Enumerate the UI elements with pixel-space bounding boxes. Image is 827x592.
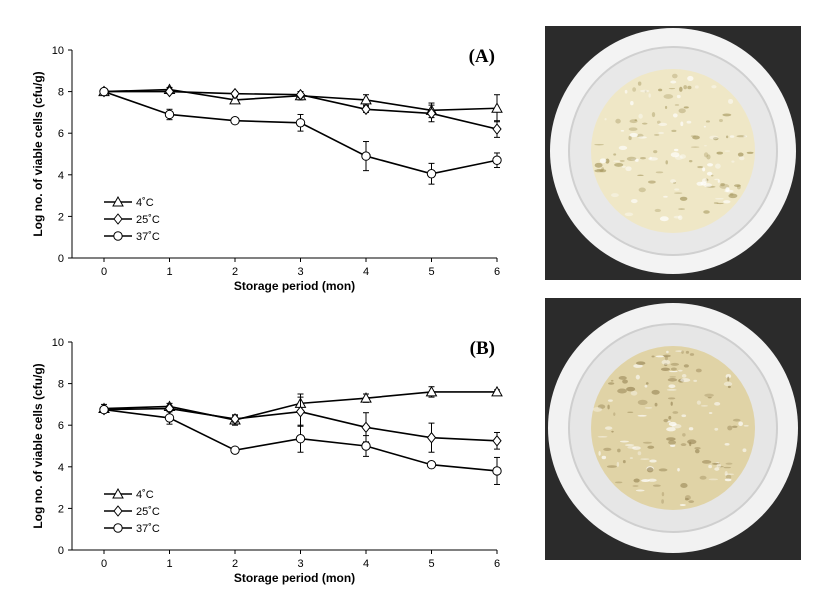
y-tick-label: 0 xyxy=(58,253,64,265)
data-point xyxy=(361,103,371,116)
data-point xyxy=(295,118,306,128)
photo-a xyxy=(545,26,801,280)
x-tick-label: 5 xyxy=(428,558,434,570)
y-axis-label: Log no. of viable cells (cfu/g) xyxy=(31,363,45,528)
data-point xyxy=(295,434,306,444)
data-point xyxy=(425,385,438,397)
y-tick-label: 6 xyxy=(58,128,64,140)
legend-label: 4˚C xyxy=(136,197,154,209)
data-point xyxy=(164,413,175,423)
x-tick-label: 2 xyxy=(232,266,238,278)
data-point xyxy=(426,107,437,120)
legend-label: 37˚C xyxy=(136,231,160,243)
legend-item: 37˚C xyxy=(104,523,160,535)
legend-marker xyxy=(113,213,123,225)
y-tick-label: 0 xyxy=(58,545,64,557)
x-tick-label: 6 xyxy=(494,266,500,278)
y-tick-label: 10 xyxy=(52,337,64,349)
panel-label: (B) xyxy=(470,338,495,359)
series-circle xyxy=(99,86,502,185)
data-point xyxy=(230,445,240,455)
data-point xyxy=(230,413,240,425)
data-point xyxy=(491,385,503,397)
x-axis-label: Storage period (mon) xyxy=(234,279,355,293)
y-tick-label: 8 xyxy=(58,87,64,99)
legend-label: 37˚C xyxy=(136,523,160,535)
data-point xyxy=(230,116,240,126)
chart-b: 0 2 4 6 8 10 0 1 2 3 4 5 6 Storage period (mon) Log no… xyxy=(31,337,503,585)
y-tick-label: 10 xyxy=(52,45,64,57)
data-point xyxy=(492,155,502,165)
data-point xyxy=(230,87,240,100)
data-point xyxy=(361,151,371,161)
legend-label: 4˚C xyxy=(136,489,154,501)
photo-a-image xyxy=(545,26,801,280)
data-point xyxy=(295,405,306,418)
legend-item: 25˚C xyxy=(104,505,160,518)
y-tick-label: 4 xyxy=(58,170,64,182)
data-point xyxy=(492,434,502,447)
x-tick-label: 4 xyxy=(363,266,369,278)
legend-marker xyxy=(113,231,123,241)
legend-label: 25˚C xyxy=(136,214,160,226)
x-tick-label: 0 xyxy=(101,558,107,570)
legend-marker xyxy=(113,505,123,517)
legend-label: 25˚C xyxy=(136,506,160,518)
y-tick-label: 4 xyxy=(58,462,64,474)
legend-item: 4˚C xyxy=(104,195,154,209)
legend-marker xyxy=(113,523,123,533)
data-point xyxy=(295,88,306,101)
data-point xyxy=(426,431,437,444)
y-tick-label: 2 xyxy=(58,211,64,223)
x-tick-label: 6 xyxy=(494,558,500,570)
x-tick-label: 3 xyxy=(297,266,303,278)
x-tick-label: 1 xyxy=(166,558,172,570)
legend-marker xyxy=(112,195,124,207)
y-tick-label: 2 xyxy=(58,503,64,515)
data-point xyxy=(426,169,437,179)
panel-label: (A) xyxy=(469,46,495,67)
data-point xyxy=(164,85,175,98)
legend-item: 4˚C xyxy=(104,487,154,501)
x-tick-label: 3 xyxy=(297,558,303,570)
data-point xyxy=(99,86,109,97)
data-point xyxy=(164,109,175,120)
photo-b-image xyxy=(545,298,801,560)
legend-marker xyxy=(112,487,124,499)
x-axis-label: Storage period (mon) xyxy=(234,571,355,585)
data-point xyxy=(361,441,371,451)
series-circle xyxy=(99,404,502,485)
data-point xyxy=(360,392,372,403)
legend-item: 37˚C xyxy=(104,231,160,243)
photo-b xyxy=(545,298,801,560)
data-point xyxy=(99,404,109,415)
x-tick-label: 4 xyxy=(363,558,369,570)
data-point xyxy=(426,460,437,470)
y-tick-label: 6 xyxy=(58,420,64,432)
y-tick-label: 8 xyxy=(58,379,64,391)
x-tick-label: 2 xyxy=(232,558,238,570)
data-point xyxy=(492,466,502,476)
x-tick-label: 0 xyxy=(101,266,107,278)
data-point xyxy=(492,123,502,135)
y-axis-label: Log no. of viable cells (cfu/g) xyxy=(31,71,45,236)
data-point xyxy=(491,102,503,113)
legend-item: 25˚C xyxy=(104,213,160,226)
x-tick-label: 1 xyxy=(166,266,172,278)
chart-a: 0 2 4 6 8 10 0 1 2 3 4 5 6 Storage period (mon) Log no… xyxy=(31,45,503,293)
data-point xyxy=(361,421,371,434)
x-tick-label: 5 xyxy=(428,266,434,278)
series-line xyxy=(103,90,498,175)
